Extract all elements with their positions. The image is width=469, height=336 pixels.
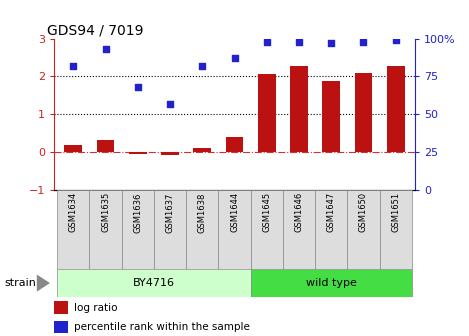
Text: GSM1651: GSM1651 <box>391 192 400 232</box>
Polygon shape <box>37 275 50 292</box>
Point <box>166 101 174 107</box>
Point <box>134 84 142 90</box>
Text: GSM1637: GSM1637 <box>166 192 174 233</box>
Bar <box>57 269 250 297</box>
Bar <box>64 145 82 152</box>
Bar <box>186 190 219 269</box>
Bar <box>315 190 348 269</box>
Bar <box>250 269 412 297</box>
Bar <box>290 66 308 152</box>
Point <box>69 63 77 69</box>
Bar <box>387 66 405 152</box>
Bar <box>283 190 315 269</box>
Bar <box>121 190 154 269</box>
Bar <box>355 74 372 152</box>
Text: GSM1635: GSM1635 <box>101 192 110 233</box>
Bar <box>54 301 68 313</box>
Text: GSM1647: GSM1647 <box>327 192 336 233</box>
Point <box>360 39 367 44</box>
Bar <box>54 321 68 333</box>
Point <box>102 46 109 52</box>
Bar <box>90 190 121 269</box>
Bar <box>348 190 379 269</box>
Point <box>198 63 206 69</box>
Text: strain: strain <box>5 278 37 288</box>
Bar <box>154 190 186 269</box>
Text: GSM1636: GSM1636 <box>133 192 142 233</box>
Bar <box>379 190 412 269</box>
Bar <box>161 152 179 155</box>
Text: GSM1634: GSM1634 <box>69 192 78 233</box>
Bar <box>129 152 147 154</box>
Point <box>231 55 238 61</box>
Bar <box>219 190 250 269</box>
Point <box>327 41 335 46</box>
Point <box>392 38 400 43</box>
Bar <box>97 140 114 152</box>
Bar <box>258 74 276 152</box>
Point <box>295 39 303 44</box>
Text: log ratio: log ratio <box>74 303 117 313</box>
Bar <box>250 190 283 269</box>
Text: GSM1645: GSM1645 <box>262 192 271 232</box>
Text: GDS94 / 7019: GDS94 / 7019 <box>47 24 143 38</box>
Bar <box>193 148 211 152</box>
Bar <box>226 137 243 152</box>
Text: percentile rank within the sample: percentile rank within the sample <box>74 323 250 333</box>
Point <box>263 39 271 44</box>
Bar <box>57 190 90 269</box>
Bar <box>322 81 340 152</box>
Text: wild type: wild type <box>306 278 356 288</box>
Text: GSM1646: GSM1646 <box>295 192 303 233</box>
Text: GSM1638: GSM1638 <box>198 192 207 233</box>
Text: GSM1644: GSM1644 <box>230 192 239 232</box>
Text: BY4716: BY4716 <box>133 278 175 288</box>
Text: GSM1650: GSM1650 <box>359 192 368 232</box>
